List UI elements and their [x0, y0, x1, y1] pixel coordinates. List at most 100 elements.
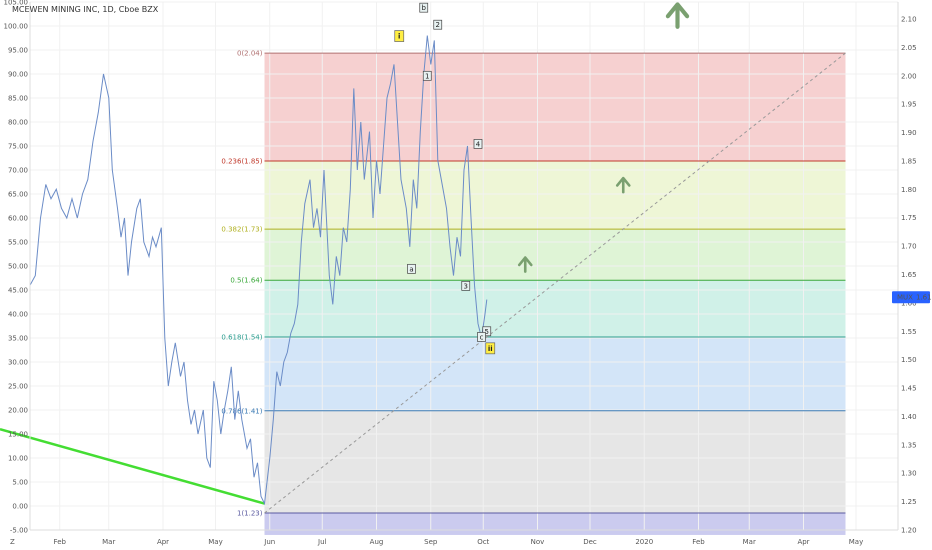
right-tick-label: 1.55 [901, 328, 917, 336]
right-tick-label: 1.45 [901, 385, 917, 393]
wave-label: 1 [425, 72, 429, 80]
wave-label-box [482, 326, 492, 337]
right-tick-label: 1.50 [901, 356, 917, 364]
right-tick-label: 2.00 [901, 72, 917, 80]
fib-level-label: 0.236(1.85) [221, 157, 262, 165]
wave-label-box [461, 281, 471, 291]
wave-label-box [407, 263, 416, 274]
left-tick-label: 5.00 [12, 479, 28, 487]
trend-line [0, 427, 265, 505]
wave-label-box [422, 70, 432, 81]
current-price-symbol: MUX [897, 294, 913, 302]
fib-lines: 0(2.04) 0.236(1.85) 0.382(1.73) 0.5(1.64) 0.… [221, 50, 846, 517]
right-tick-label: 1.95 [901, 101, 917, 109]
x-tick-label: Feb [692, 538, 705, 546]
left-tick-label: 45.00 [8, 287, 28, 295]
x-tick-label: Jul [317, 538, 327, 546]
right-tick-label: 1.25 [901, 498, 917, 506]
x-tick-label: Aug [370, 538, 384, 546]
left-tick-label: 35.00 [8, 335, 28, 343]
wave-label: ii [488, 345, 493, 353]
left-tick-label: 80.00 [8, 119, 28, 127]
right-tick-label: 1.35 [901, 441, 917, 449]
price-line [29, 35, 488, 506]
fib-band [264, 512, 846, 535]
x-tick-label: 2020 [635, 538, 653, 546]
wave-label: b [422, 4, 427, 12]
wave-label-box [394, 30, 405, 42]
left-tick-label: 40.00 [8, 311, 28, 319]
x-tick-label: Jun [263, 538, 275, 546]
left-tick-label: 70.00 [8, 167, 28, 175]
fib-band [264, 53, 846, 161]
x-tick-label: Apr [157, 538, 169, 546]
wave-label: c [480, 333, 484, 341]
right-tick-label: 1.30 [901, 470, 917, 478]
wave-label-box [419, 2, 429, 13]
corner-label[interactable]: Z [10, 538, 15, 546]
fib-level-label: 0(2.04) [237, 50, 263, 58]
wave-label: a [409, 265, 413, 273]
x-tick-label: May [849, 538, 863, 546]
current-price-value: 1.61 [916, 294, 932, 302]
left-tick-label: 75.00 [8, 143, 28, 151]
fib-level-label: 1(1.23) [237, 509, 263, 517]
right-tick-label: 2.10 [901, 16, 917, 24]
left-tick-label: 90.00 [8, 71, 28, 79]
wave-label: i [398, 33, 400, 41]
x-tick-label: Sep [424, 538, 438, 546]
wave-label-box [433, 19, 443, 30]
fib-level-label: 0.382(1.73) [221, 226, 262, 234]
x-tick-label: Dec [583, 538, 597, 546]
left-tick-label: 55.00 [8, 239, 28, 247]
right-tick-label: 1.70 [901, 243, 917, 251]
fib-level-label: 0.5(1.64) [230, 277, 262, 285]
left-tick-label: 100.00 [4, 23, 29, 31]
left-tick-label: 50.00 [8, 263, 28, 271]
wave-label: 4 [476, 140, 481, 148]
left-tick-label: 60.00 [8, 215, 28, 223]
wave-label: 2 [436, 21, 440, 29]
fib-level-label: 0.618(1.54) [221, 333, 262, 341]
left-tick-label: 25.00 [8, 383, 28, 391]
left-tick-label: 85.00 [8, 95, 28, 103]
wave-label: 5 [485, 328, 489, 336]
current-price-tag [892, 291, 930, 304]
right-tick-label: 1.80 [901, 186, 917, 194]
x-tick-label: Apr [797, 538, 809, 546]
left-tick-label: 65.00 [8, 191, 28, 199]
x-axis: Feb Mar Apr May Jun Jul Aug Sep Oct Nov Dec 2020 Feb… [30, 529, 898, 546]
right-tick-label: 1.40 [901, 413, 917, 421]
x-tick-label: Nov [531, 538, 545, 546]
fib-bands [264, 53, 846, 535]
fib-band [264, 410, 846, 513]
right-axis: 2.10 2.05 2.00 1.95 1.90 1.85 1.80 1.75 1.70 1.65… [892, 2, 932, 535]
right-tick-label: 1.20 [901, 527, 917, 535]
wave-label-box [473, 139, 483, 149]
x-tick-label: May [208, 538, 222, 546]
fib-band [264, 160, 846, 230]
left-tick-label: 95.00 [8, 47, 28, 55]
right-tick-label: 1.90 [901, 129, 917, 137]
fib-level-label: 0.786(1.41) [221, 407, 262, 415]
chart-title: MCEWEN MINING INC, 1D, Cboe BZX [12, 5, 159, 14]
x-tick-label: Feb [54, 538, 67, 546]
left-tick-label: -5.00 [10, 527, 28, 535]
fib-band [264, 280, 846, 337]
right-tick-label: 2.05 [901, 44, 917, 52]
overlays [0, 52, 846, 514]
left-tick-label: 105.00 [4, 0, 29, 7]
x-tick-label: Mar [743, 538, 756, 546]
left-tick-label: 0.00 [12, 503, 28, 511]
fib-band [264, 229, 846, 281]
wave-label-box [485, 342, 496, 355]
x-tick-label: Oct [477, 538, 489, 546]
right-tick-label: 1.65 [901, 271, 917, 279]
x-tick-label: Mar [102, 538, 115, 546]
price-series [29, 35, 488, 506]
right-tick-label: 1.60 [901, 299, 917, 307]
left-tick-label: 15.00 [8, 431, 28, 439]
left-tick-label: 30.00 [8, 359, 28, 367]
